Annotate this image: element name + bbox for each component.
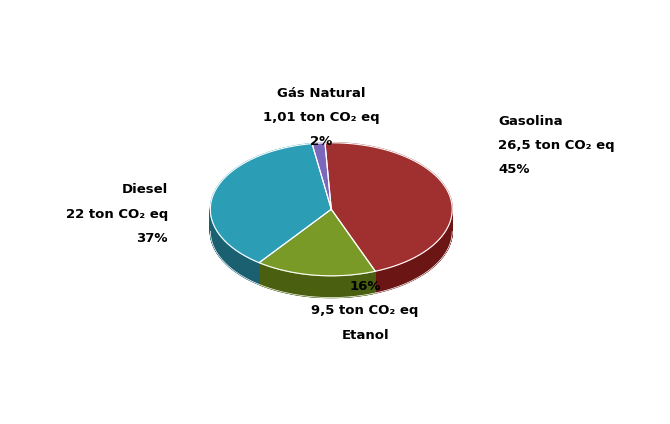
Text: 2%: 2% xyxy=(310,135,333,148)
Polygon shape xyxy=(408,260,409,282)
Polygon shape xyxy=(419,254,420,277)
Polygon shape xyxy=(409,259,410,282)
Polygon shape xyxy=(392,266,394,288)
Text: 26,5 ton CO₂ eq: 26,5 ton CO₂ eq xyxy=(498,139,615,152)
Polygon shape xyxy=(428,248,429,271)
Polygon shape xyxy=(435,243,436,265)
Polygon shape xyxy=(425,250,427,273)
Polygon shape xyxy=(383,269,385,291)
Polygon shape xyxy=(255,261,256,283)
Text: Gás Natural: Gás Natural xyxy=(277,86,366,100)
Polygon shape xyxy=(246,257,247,279)
Polygon shape xyxy=(423,251,425,274)
Polygon shape xyxy=(257,262,258,284)
Polygon shape xyxy=(379,270,380,292)
Polygon shape xyxy=(224,240,225,263)
Polygon shape xyxy=(415,257,417,279)
Polygon shape xyxy=(380,270,382,292)
Polygon shape xyxy=(440,237,441,260)
Polygon shape xyxy=(405,262,407,284)
Polygon shape xyxy=(251,259,253,282)
Polygon shape xyxy=(438,240,439,262)
Polygon shape xyxy=(385,268,386,291)
Text: 37%: 37% xyxy=(137,232,168,245)
Text: 22 ton CO₂ eq: 22 ton CO₂ eq xyxy=(66,208,168,220)
Polygon shape xyxy=(256,261,257,284)
Polygon shape xyxy=(388,268,389,290)
Polygon shape xyxy=(229,245,230,268)
Polygon shape xyxy=(238,251,239,274)
Polygon shape xyxy=(239,253,241,275)
Polygon shape xyxy=(395,265,397,287)
Polygon shape xyxy=(230,245,231,268)
Polygon shape xyxy=(431,246,432,269)
Polygon shape xyxy=(227,243,228,265)
Polygon shape xyxy=(382,269,383,292)
Polygon shape xyxy=(226,242,227,265)
Polygon shape xyxy=(377,271,379,293)
Polygon shape xyxy=(401,263,402,285)
Polygon shape xyxy=(413,258,414,280)
Polygon shape xyxy=(244,255,245,278)
Polygon shape xyxy=(430,247,431,270)
Polygon shape xyxy=(420,254,421,276)
Text: 45%: 45% xyxy=(498,163,530,176)
Polygon shape xyxy=(414,257,415,279)
Polygon shape xyxy=(237,251,238,273)
Polygon shape xyxy=(427,249,428,272)
Polygon shape xyxy=(232,248,233,270)
Polygon shape xyxy=(312,143,331,209)
Polygon shape xyxy=(407,261,408,283)
Polygon shape xyxy=(429,248,430,271)
Polygon shape xyxy=(394,266,395,288)
Polygon shape xyxy=(228,244,229,267)
Polygon shape xyxy=(402,262,403,285)
Polygon shape xyxy=(259,209,375,276)
Polygon shape xyxy=(391,267,392,289)
Polygon shape xyxy=(436,241,438,264)
Polygon shape xyxy=(258,262,259,285)
Polygon shape xyxy=(325,143,452,271)
Polygon shape xyxy=(398,264,399,287)
Text: 16%: 16% xyxy=(349,280,381,293)
Polygon shape xyxy=(411,258,413,281)
Polygon shape xyxy=(397,265,398,287)
Polygon shape xyxy=(247,257,249,279)
Polygon shape xyxy=(439,239,440,262)
Polygon shape xyxy=(245,256,246,278)
Polygon shape xyxy=(233,248,234,271)
Polygon shape xyxy=(235,249,236,272)
Text: Etanol: Etanol xyxy=(341,329,389,342)
Polygon shape xyxy=(410,259,411,282)
Polygon shape xyxy=(417,256,418,278)
Polygon shape xyxy=(231,246,232,269)
Polygon shape xyxy=(253,260,255,282)
Polygon shape xyxy=(386,268,388,290)
Polygon shape xyxy=(225,241,226,263)
Polygon shape xyxy=(441,236,442,259)
Polygon shape xyxy=(418,255,419,277)
Polygon shape xyxy=(249,258,251,280)
Text: Gasolina: Gasolina xyxy=(498,114,563,128)
Polygon shape xyxy=(375,271,377,293)
Polygon shape xyxy=(210,144,331,262)
Polygon shape xyxy=(421,253,423,276)
Polygon shape xyxy=(234,249,235,271)
Polygon shape xyxy=(433,244,435,266)
Polygon shape xyxy=(432,245,433,268)
Polygon shape xyxy=(243,255,244,277)
Polygon shape xyxy=(399,264,401,286)
Text: 1,01 ton CO₂ eq: 1,01 ton CO₂ eq xyxy=(263,111,380,124)
Text: Diesel: Diesel xyxy=(122,184,168,196)
Polygon shape xyxy=(389,267,391,290)
Polygon shape xyxy=(403,262,405,285)
Polygon shape xyxy=(236,250,237,273)
Text: 9,5 ton CO₂ eq: 9,5 ton CO₂ eq xyxy=(312,304,419,317)
Polygon shape xyxy=(241,254,243,276)
